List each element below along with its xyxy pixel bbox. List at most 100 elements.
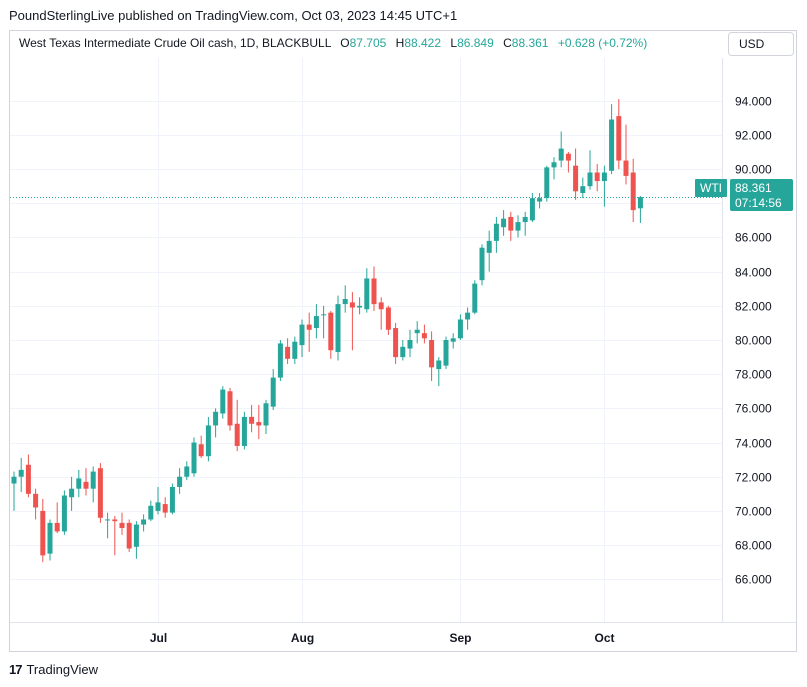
candle-body: [191, 442, 197, 474]
candle-body: [47, 522, 53, 554]
candle-body: [580, 186, 586, 194]
candle: [270, 369, 276, 411]
candle: [493, 216, 499, 253]
candle-body: [407, 340, 413, 349]
candle: [155, 486, 161, 515]
candle: [83, 468, 89, 496]
y-tick-label: 92.000: [735, 129, 772, 143]
y-tick-label: 66.000: [735, 573, 772, 587]
candle-body: [429, 340, 435, 368]
candle-body: [551, 162, 557, 168]
candle-body: [256, 422, 262, 426]
legend-low-value: 86.849: [457, 36, 494, 50]
y-tick-label: 78.000: [735, 368, 772, 382]
price-axis[interactable]: 66.000 68.000 70.000 72.000 74.000 76.000 78.0…: [735, 95, 772, 587]
candle: [573, 148, 579, 200]
legend-high-label: H: [395, 36, 405, 50]
x-tick-label: Jul: [150, 631, 167, 645]
candle: [385, 305, 391, 335]
candle-body: [83, 481, 89, 489]
price-tag-value: 88.361: [735, 181, 772, 195]
candle-body: [522, 216, 528, 223]
x-tick-label: Oct: [594, 631, 614, 645]
candle: [184, 461, 190, 481]
candle: [241, 411, 247, 450]
candle-body: [472, 283, 478, 313]
candle-body: [133, 524, 139, 547]
time-axis[interactable]: Jul Aug Sep Oct: [150, 631, 615, 645]
candle: [400, 340, 406, 361]
candle: [522, 211, 528, 236]
candle-body: [241, 416, 247, 446]
candle: [263, 399, 269, 434]
ticker-tag-bg: [695, 179, 727, 197]
candle-body: [292, 341, 298, 359]
candle-body: [69, 488, 75, 498]
candle-body: [299, 324, 305, 346]
candle-body: [105, 519, 111, 521]
candle-body: [112, 519, 118, 522]
candle: [61, 490, 67, 535]
candle: [515, 215, 521, 238]
ticker-tag-label: WTI: [700, 181, 722, 195]
candle: [47, 519, 53, 561]
price-tag: WTI 88.361 07:14:56: [695, 179, 793, 211]
candle-body: [270, 377, 276, 407]
y-tick-label: 82.000: [735, 300, 772, 314]
candle: [357, 297, 363, 315]
x-tick-label: Sep: [449, 631, 471, 645]
candle-body: [213, 411, 219, 426]
candle-body: [501, 218, 507, 228]
candle-body: [573, 165, 579, 192]
tradingview-brand[interactable]: 17 TradingView: [9, 662, 98, 677]
y-tick-label: 80.000: [735, 334, 772, 348]
candle: [349, 292, 355, 351]
candle: [465, 307, 471, 330]
candle: [450, 333, 456, 349]
candle-body: [54, 522, 60, 532]
candle-body: [565, 153, 571, 161]
candle: [169, 483, 175, 515]
candle: [393, 322, 399, 364]
candle: [105, 512, 111, 539]
chart-frame: [9, 30, 797, 652]
tradingview-logo-icon: 17: [9, 662, 23, 677]
candle: [40, 498, 46, 563]
y-tick-label: 70.000: [735, 505, 772, 519]
candle-body: [486, 240, 492, 253]
candle: [558, 131, 564, 168]
candle-body: [421, 333, 427, 339]
candle-body: [11, 476, 17, 484]
candle-body: [33, 493, 39, 508]
currency-button[interactable]: USD: [728, 32, 794, 56]
candle-body: [364, 278, 370, 310]
legend-close-value: 88.361: [511, 36, 549, 50]
candle: [321, 305, 327, 339]
candle-body: [414, 329, 420, 334]
candle-body: [371, 278, 377, 305]
y-tick-label: 90.000: [735, 163, 772, 177]
y-tick-label: 74.000: [735, 437, 772, 451]
candle: [457, 314, 463, 340]
candle-body: [306, 324, 312, 330]
candle: [133, 521, 139, 559]
candle-body: [177, 476, 183, 487]
candle: [220, 386, 226, 419]
candle-body: [529, 198, 535, 221]
candle: [616, 99, 622, 170]
candle-body: [544, 167, 550, 199]
candle-body: [479, 247, 485, 281]
y-tick-label: 86.000: [735, 231, 772, 245]
candle-body: [630, 172, 636, 211]
candle-body: [493, 223, 499, 241]
candle-body: [119, 522, 125, 528]
candle-body: [18, 469, 24, 477]
x-tick-label: Aug: [291, 631, 314, 645]
candle: [119, 512, 125, 535]
candle: [18, 457, 24, 493]
candle-body: [97, 468, 103, 518]
legend-symbol: West Texas Intermediate Crude Oil cash, …: [19, 36, 331, 50]
candle: [443, 336, 449, 370]
candle-body: [40, 510, 46, 556]
